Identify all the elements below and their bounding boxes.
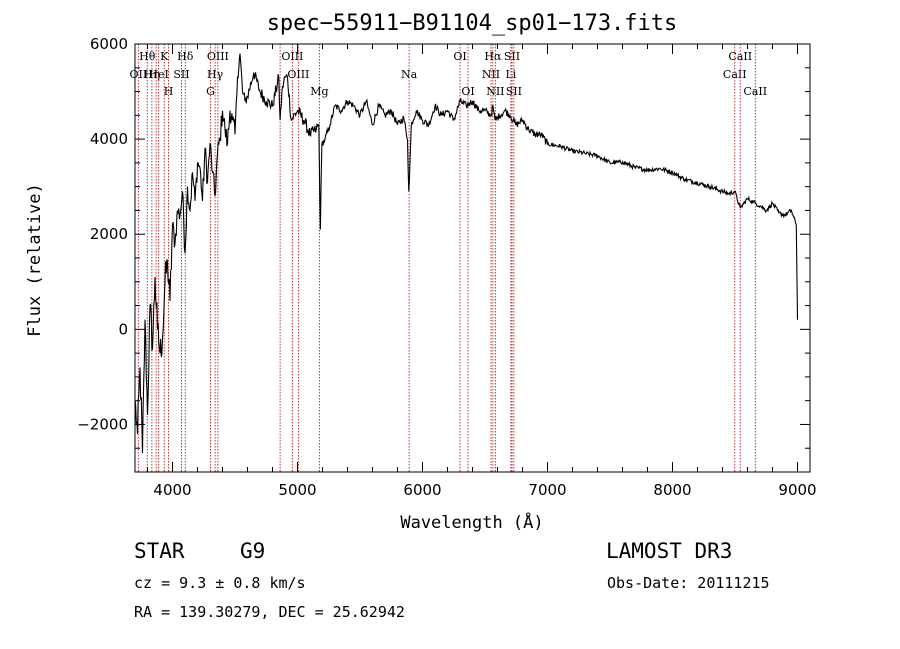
object-subclass: G9 xyxy=(240,539,266,563)
axis-ticks: 4000 5000 6000 7000 8000 9000 −2000 0 2000 4000 60… xyxy=(77,35,816,499)
spectral-line-label: Hθ xyxy=(139,50,156,63)
x-tick-label: 7000 xyxy=(528,481,566,499)
redshift-readout: cz = 9.3 ± 0.8 km/s xyxy=(134,574,306,592)
spectral-line-label: CaII xyxy=(723,68,747,81)
spectral-line-label: SII xyxy=(504,50,520,63)
spectral-line-label: HeI xyxy=(148,68,168,81)
spectral-line-label: Mg xyxy=(310,85,328,98)
y-tick-label: 6000 xyxy=(90,35,128,53)
x-tick-label: 6000 xyxy=(403,481,441,499)
spectral-line-label: Na xyxy=(401,68,418,81)
object-class: STAR xyxy=(134,539,185,563)
spectral-line-label: Li xyxy=(505,68,516,81)
coordinates-readout: RA = 139.30279, DEC = 25.62942 xyxy=(134,603,405,621)
spectral-line-label: OI xyxy=(461,85,474,98)
y-tick-label: 4000 xyxy=(90,130,128,148)
spectral-line-label: Hδ xyxy=(177,50,194,63)
chart-title: spec−55911−B91104_sp01−173.fits xyxy=(267,11,678,36)
y-tick-label: 2000 xyxy=(90,225,128,243)
spectral-line-label: Hα xyxy=(484,50,502,63)
spectral-line-label: NII xyxy=(482,68,500,81)
x-tick-label: 8000 xyxy=(653,481,691,499)
spectral-line-label: SII xyxy=(506,85,522,98)
spectral-line-label: OII xyxy=(130,68,148,81)
y-tick-label: −2000 xyxy=(77,415,128,433)
spectral-line-label: OIII xyxy=(207,50,229,63)
spectral-line-label: CaII xyxy=(728,50,752,63)
x-tick-label: 9000 xyxy=(778,481,816,499)
spectrum-line xyxy=(134,53,799,454)
plot-frame xyxy=(134,43,811,473)
x-tick-label: 4000 xyxy=(153,481,191,499)
spectral-line-label: CaII xyxy=(743,85,767,98)
spectral-line-label: H xyxy=(164,85,174,98)
spectral-line-label: SII xyxy=(173,68,189,81)
spectral-line-label: Hγ xyxy=(207,68,224,81)
spectral-line-label: OIII xyxy=(281,50,303,63)
spectral-line-label: K xyxy=(160,50,169,63)
spectral-line-label: NII xyxy=(486,85,504,98)
spectral-line-label: OI xyxy=(453,50,466,63)
spectral-line-label: OIII xyxy=(287,68,309,81)
x-tick-label: 5000 xyxy=(278,481,316,499)
observation-date: Obs-Date: 20111215 xyxy=(607,574,770,592)
x-axis-label: Wavelength (Å) xyxy=(400,511,543,533)
y-axis-label: Flux (relative) xyxy=(25,183,45,337)
survey-name: LAMOST DR3 xyxy=(606,539,733,563)
spectral-line-label: G xyxy=(206,85,215,98)
y-tick-label: 0 xyxy=(118,320,128,338)
